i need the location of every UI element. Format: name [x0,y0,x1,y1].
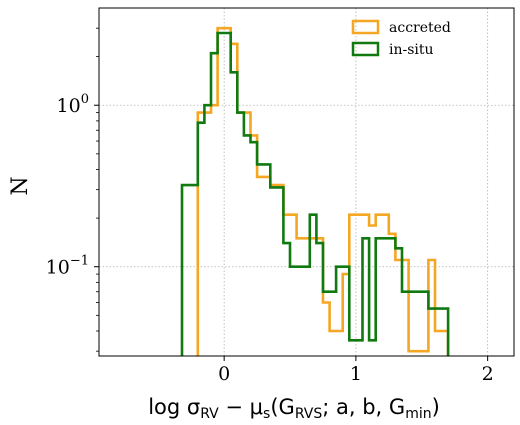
legend-swatch-in-situ [351,41,380,57]
x-axis-label: log σRV − μs(GRVS; a, b, Gmin) [148,395,440,422]
legend-label-in-situ: in-situ [389,42,434,58]
x-tick-label: 0 [218,363,230,385]
y-axis: 100 10−1 [46,27,99,352]
y-tick-label: 10−1 [46,254,89,279]
series-accreted-step [196,26,450,356]
grid-lines [99,8,514,356]
x-tick-label: 2 [482,363,494,385]
legend-label-accreted: accreted [389,20,451,36]
legend-swatch-accreted [351,19,380,35]
y-axis-label: N [8,176,33,195]
legend: accreted in-situ [351,19,451,58]
x-tick-label: 1 [350,363,362,385]
series-layer [180,26,450,356]
series-in-situ-step [180,31,450,356]
plot-frame [98,7,515,357]
x-axis: 0 1 2 [218,356,494,385]
y-tick-label: 100 [57,92,89,117]
